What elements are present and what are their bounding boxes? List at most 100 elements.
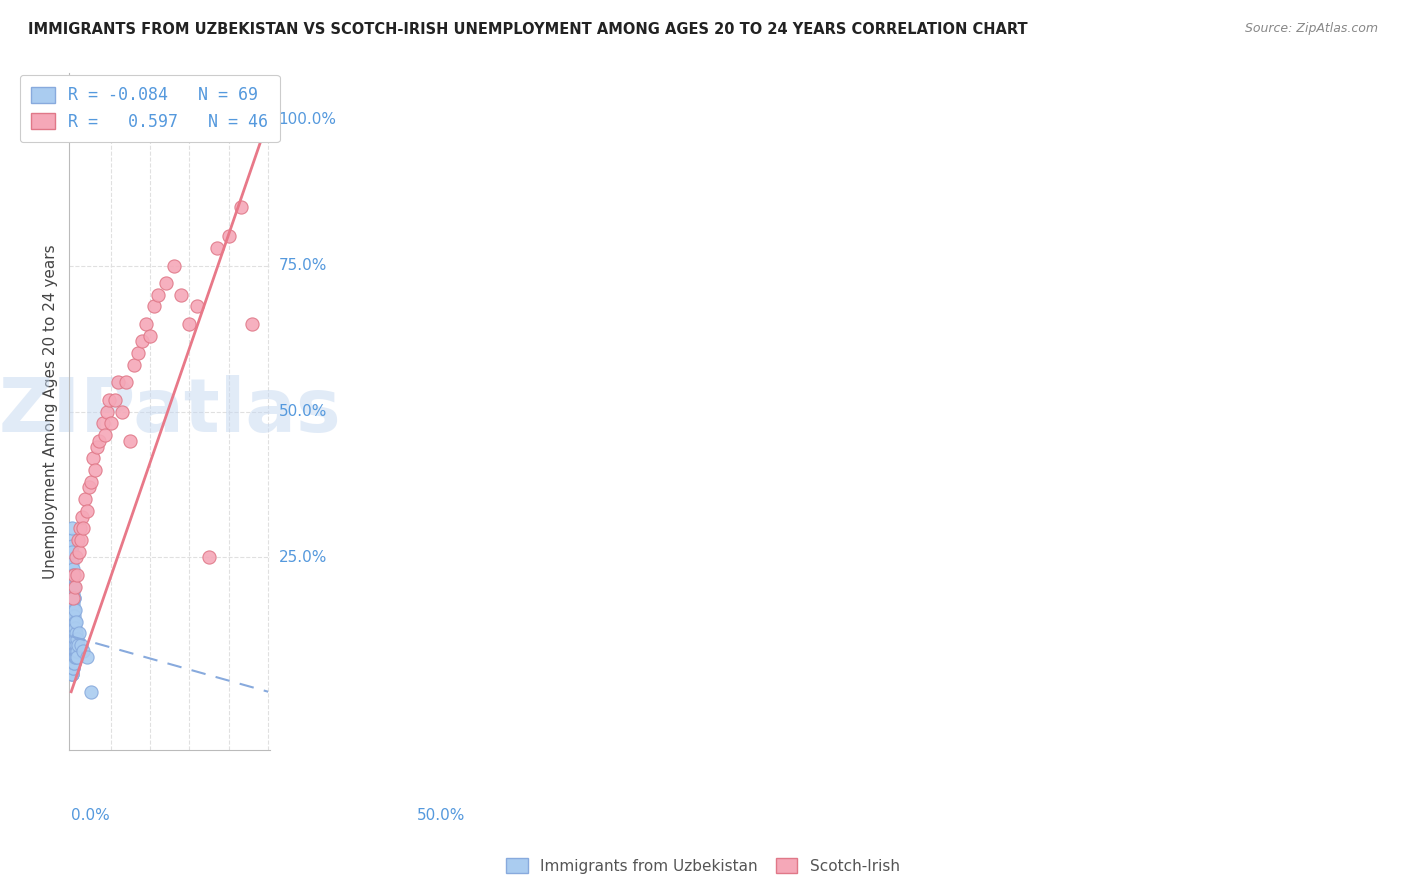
Text: 100.0%: 100.0% bbox=[278, 112, 336, 128]
Point bbox=[65, 644, 87, 658]
Point bbox=[67, 638, 90, 652]
Point bbox=[80, 475, 103, 489]
Point bbox=[60, 521, 83, 535]
Point bbox=[179, 317, 201, 331]
Point bbox=[73, 492, 96, 507]
Point bbox=[60, 574, 83, 588]
Point bbox=[63, 591, 86, 606]
Point bbox=[65, 626, 87, 640]
Point bbox=[60, 644, 83, 658]
Point bbox=[60, 656, 83, 670]
Point bbox=[63, 620, 86, 634]
Point bbox=[60, 638, 83, 652]
Point bbox=[82, 451, 104, 466]
Point bbox=[162, 259, 184, 273]
Point bbox=[86, 440, 108, 454]
Point bbox=[70, 509, 93, 524]
Point bbox=[76, 504, 98, 518]
Point bbox=[62, 626, 84, 640]
Point bbox=[63, 644, 86, 658]
Text: ZIPatlas: ZIPatlas bbox=[0, 375, 342, 448]
Point bbox=[60, 649, 83, 664]
Point bbox=[67, 533, 90, 547]
Point bbox=[69, 521, 91, 535]
Point bbox=[60, 539, 83, 553]
Point bbox=[62, 597, 84, 611]
Point bbox=[120, 434, 142, 448]
Point bbox=[60, 620, 83, 634]
Point bbox=[60, 585, 83, 599]
Text: IMMIGRANTS FROM UZBEKISTAN VS SCOTCH-IRISH UNEMPLOYMENT AMONG AGES 20 TO 24 YEAR: IMMIGRANTS FROM UZBEKISTAN VS SCOTCH-IRI… bbox=[28, 22, 1028, 37]
Point bbox=[87, 434, 110, 448]
Point bbox=[60, 557, 83, 571]
Point bbox=[63, 568, 86, 582]
Point bbox=[205, 241, 228, 255]
Point bbox=[63, 591, 86, 606]
Point bbox=[100, 416, 122, 430]
Point bbox=[66, 644, 89, 658]
Point bbox=[135, 317, 157, 331]
Point bbox=[77, 480, 100, 494]
Text: 75.0%: 75.0% bbox=[278, 258, 326, 273]
Point bbox=[62, 591, 84, 606]
Point bbox=[62, 580, 84, 594]
Point bbox=[62, 638, 84, 652]
Point bbox=[62, 656, 84, 670]
Point bbox=[146, 287, 169, 301]
Point bbox=[103, 392, 125, 407]
Point bbox=[62, 649, 84, 664]
Point bbox=[65, 615, 87, 629]
Point bbox=[76, 649, 98, 664]
Point bbox=[63, 608, 86, 623]
Point bbox=[65, 550, 87, 565]
Point bbox=[63, 656, 86, 670]
Text: 50.0%: 50.0% bbox=[278, 404, 326, 419]
Y-axis label: Unemployment Among Ages 20 to 24 years: Unemployment Among Ages 20 to 24 years bbox=[44, 244, 58, 579]
Point bbox=[62, 591, 84, 606]
Point bbox=[67, 544, 90, 558]
Point bbox=[131, 334, 153, 349]
Point bbox=[60, 644, 83, 658]
Point bbox=[60, 667, 83, 681]
Point bbox=[63, 615, 86, 629]
Point bbox=[107, 376, 129, 390]
Point bbox=[186, 300, 208, 314]
Point bbox=[63, 632, 86, 647]
Point bbox=[62, 603, 84, 617]
Point bbox=[72, 521, 94, 535]
Point bbox=[67, 626, 90, 640]
Point bbox=[70, 638, 93, 652]
Point bbox=[66, 649, 89, 664]
Point bbox=[63, 649, 86, 664]
Point bbox=[63, 649, 86, 664]
Point bbox=[60, 550, 83, 565]
Point bbox=[60, 544, 83, 558]
Point bbox=[91, 416, 114, 430]
Point bbox=[60, 656, 83, 670]
Point bbox=[63, 638, 86, 652]
Point bbox=[65, 638, 87, 652]
Point bbox=[60, 667, 83, 681]
Point bbox=[155, 276, 177, 290]
Point bbox=[62, 562, 84, 576]
Point bbox=[62, 661, 84, 675]
Point bbox=[66, 632, 89, 647]
Point bbox=[60, 667, 83, 681]
Text: Source: ZipAtlas.com: Source: ZipAtlas.com bbox=[1244, 22, 1378, 36]
Point bbox=[122, 358, 145, 372]
Point bbox=[60, 615, 83, 629]
Text: 0.0%: 0.0% bbox=[72, 807, 110, 822]
Point bbox=[115, 376, 138, 390]
Point bbox=[111, 404, 134, 418]
Point bbox=[63, 580, 86, 594]
Point bbox=[62, 585, 84, 599]
Point bbox=[242, 317, 264, 331]
Point bbox=[62, 638, 84, 652]
Point bbox=[60, 533, 83, 547]
Point bbox=[139, 328, 162, 343]
Point bbox=[229, 200, 252, 214]
Point bbox=[198, 550, 221, 565]
Point bbox=[63, 603, 86, 617]
Point bbox=[60, 568, 83, 582]
Point bbox=[142, 300, 165, 314]
